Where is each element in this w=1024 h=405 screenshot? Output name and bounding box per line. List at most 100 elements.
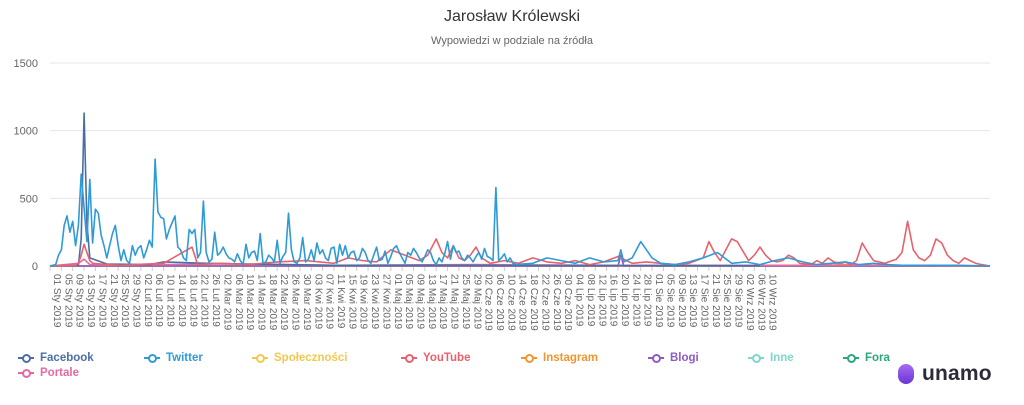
x-tick-label: 26 Lut 2019	[210, 274, 221, 327]
x-tick-label: 13 Sie 2019	[687, 274, 698, 328]
x-tick-label: 08 Lip 2019	[585, 274, 596, 327]
legend-item-youtube[interactable]: YouTube	[401, 352, 470, 364]
legend-label: Blogi	[670, 352, 699, 364]
unamo-logo: unamo	[898, 362, 992, 386]
x-tick-label: 15 Kwi 2019	[346, 274, 357, 329]
series-line-twitter	[49, 158, 991, 267]
chart-title: Jarosław Królewski	[443, 8, 581, 25]
x-tick-label: 14 Mar 2019	[255, 274, 266, 331]
x-tick-label: 02 Cze 2019	[483, 274, 494, 331]
x-tick-label: 17 Sty 2019	[96, 274, 107, 328]
x-tick-label: 03 Kwi 2019	[312, 274, 323, 329]
x-tick-label: 02 Wrz 2019	[744, 274, 755, 331]
x-tick-label: 17 Sie 2019	[698, 274, 709, 328]
x-tick-label: 09 Sty 2019	[74, 274, 85, 328]
x-tick-label: 07 Kwi 2019	[324, 274, 335, 329]
y-tick-label: 0	[32, 261, 38, 273]
x-tick-label: 18 Lut 2019	[187, 274, 198, 327]
x-tick-label: 02 Lut 2019	[142, 274, 153, 327]
legend-item-blogi[interactable]: Blogi	[648, 352, 699, 364]
legend-label: Inne	[770, 352, 794, 364]
unamo-logo-text: unamo	[922, 362, 992, 385]
x-tick-label: 05 Maj 2019	[403, 274, 414, 329]
x-tick-label: 01 Maj 2019	[392, 274, 403, 329]
x-tick-label: 21 Maj 2019	[449, 274, 460, 329]
x-tick-label: 10 Cze 2019	[505, 274, 516, 331]
x-tick-label: 25 Maj 2019	[460, 274, 471, 329]
x-tick-label: 29 Sie 2019	[733, 274, 744, 328]
x-tick-label: 30 Mar 2019	[301, 274, 312, 331]
x-tick-label: 27 Kwi 2019	[380, 274, 391, 329]
legend-marker-icon	[18, 368, 34, 378]
chart-plot: 0 500 1000 1500 01 Sty 2019 05 Sty 2019 09 Sty…	[14, 58, 991, 331]
legend-label: Społeczności	[274, 352, 348, 364]
legend-item-instagram[interactable]: Instagram	[521, 352, 598, 364]
legend-label: Fora	[865, 352, 890, 364]
legend-item-twitter[interactable]: Twitter	[144, 352, 203, 364]
x-tick-label: 25 Sty 2019	[119, 274, 130, 328]
x-tick-label: 23 Kwi 2019	[369, 274, 380, 329]
x-tick-label: 06 Cze 2019	[494, 274, 505, 331]
x-tick-label: 06 Mar 2019	[233, 274, 244, 331]
legend-label: Portale	[40, 367, 79, 379]
x-tick-label: 01 Sty 2019	[51, 274, 62, 328]
x-tick-label: 05 Sty 2019	[62, 274, 73, 328]
y-tick-label: 500	[20, 193, 38, 205]
x-tick-label: 29 Sty 2019	[131, 274, 142, 328]
x-tick-label: 06 Wrz 2019	[755, 274, 766, 331]
legend-item-fora[interactable]: Fora	[843, 352, 890, 364]
x-tick-label: 20 Lip 2019	[619, 274, 630, 327]
x-tick-label: 18 Cze 2019	[528, 274, 539, 331]
legend-item-portale[interactable]: Portale	[18, 367, 79, 379]
legend-label: Twitter	[166, 352, 203, 364]
legend-marker-icon	[843, 353, 859, 363]
x-tick-label: 26 Cze 2019	[551, 274, 562, 331]
x-tick-label: 13 Sty 2019	[85, 274, 96, 328]
legend-label: YouTube	[423, 352, 471, 364]
x-tick-label: 10 Lut 2019	[165, 274, 176, 327]
x-tick-label: 22 Mar 2019	[278, 274, 289, 331]
x-tick-label: 26 Mar 2019	[290, 274, 301, 331]
x-tick-label: 21 Sty 2019	[108, 274, 119, 328]
legend-marker-icon	[144, 353, 160, 363]
x-tick-label: 09 Sie 2019	[676, 274, 687, 328]
legend-marker-icon	[748, 353, 764, 363]
x-tick-label: 19 Kwi 2019	[358, 274, 369, 329]
legend-label: Instagram	[543, 352, 598, 364]
x-tick-label: 13 Maj 2019	[426, 274, 437, 329]
legend-item-inne[interactable]: Inne	[748, 352, 794, 364]
legend-marker-icon	[18, 353, 34, 363]
x-tick-label: 18 Mar 2019	[267, 274, 278, 331]
x-tick-label: 22 Cze 2019	[539, 274, 550, 331]
legend-marker-icon	[521, 353, 537, 363]
x-tick-label: 28 Lip 2019	[642, 274, 653, 327]
legend-label: Facebook	[40, 352, 94, 364]
x-tick-label: 04 Lip 2019	[574, 274, 585, 327]
x-tick-label: 14 Cze 2019	[517, 274, 528, 331]
legend-marker-icon	[401, 353, 417, 363]
x-tick-label: 25 Sie 2019	[721, 274, 732, 328]
legend-marker-icon	[252, 353, 268, 363]
x-tick-label: 30 Cze 2019	[562, 274, 573, 331]
x-tick-label: 29 Maj 2019	[471, 274, 482, 329]
x-tick-label: 22 Lut 2019	[199, 274, 210, 327]
y-tick-label: 1500	[14, 58, 38, 70]
legend-item-facebook[interactable]: Facebook	[18, 352, 94, 364]
x-tick-label: 24 Lip 2019	[630, 274, 641, 327]
x-tick-label: 05 Sie 2019	[664, 274, 675, 328]
x-tick-label: 21 Sie 2019	[710, 274, 721, 328]
legend-item-społeczności[interactable]: Społeczności	[252, 352, 348, 364]
x-tick-label: 17 Maj 2019	[437, 274, 448, 329]
x-tick-label: 14 Lut 2019	[176, 274, 187, 327]
y-tick-label: 1000	[14, 126, 38, 138]
x-tick-label: 06 Lut 2019	[153, 274, 164, 327]
x-tick-label: 10 Wrz 2019	[767, 274, 778, 331]
x-tick-label: 16 Lip 2019	[608, 274, 619, 327]
x-tick-label: 09 Maj 2019	[415, 274, 426, 329]
series-line-youtube	[49, 220, 991, 267]
unamo-logo-icon	[898, 364, 914, 384]
legend-marker-icon	[648, 353, 664, 363]
x-tick-label: 02 Mar 2019	[221, 274, 232, 331]
x-tick-label: 12 Lip 2019	[596, 274, 607, 327]
x-tick-label: 01 Sie 2019	[653, 274, 664, 328]
